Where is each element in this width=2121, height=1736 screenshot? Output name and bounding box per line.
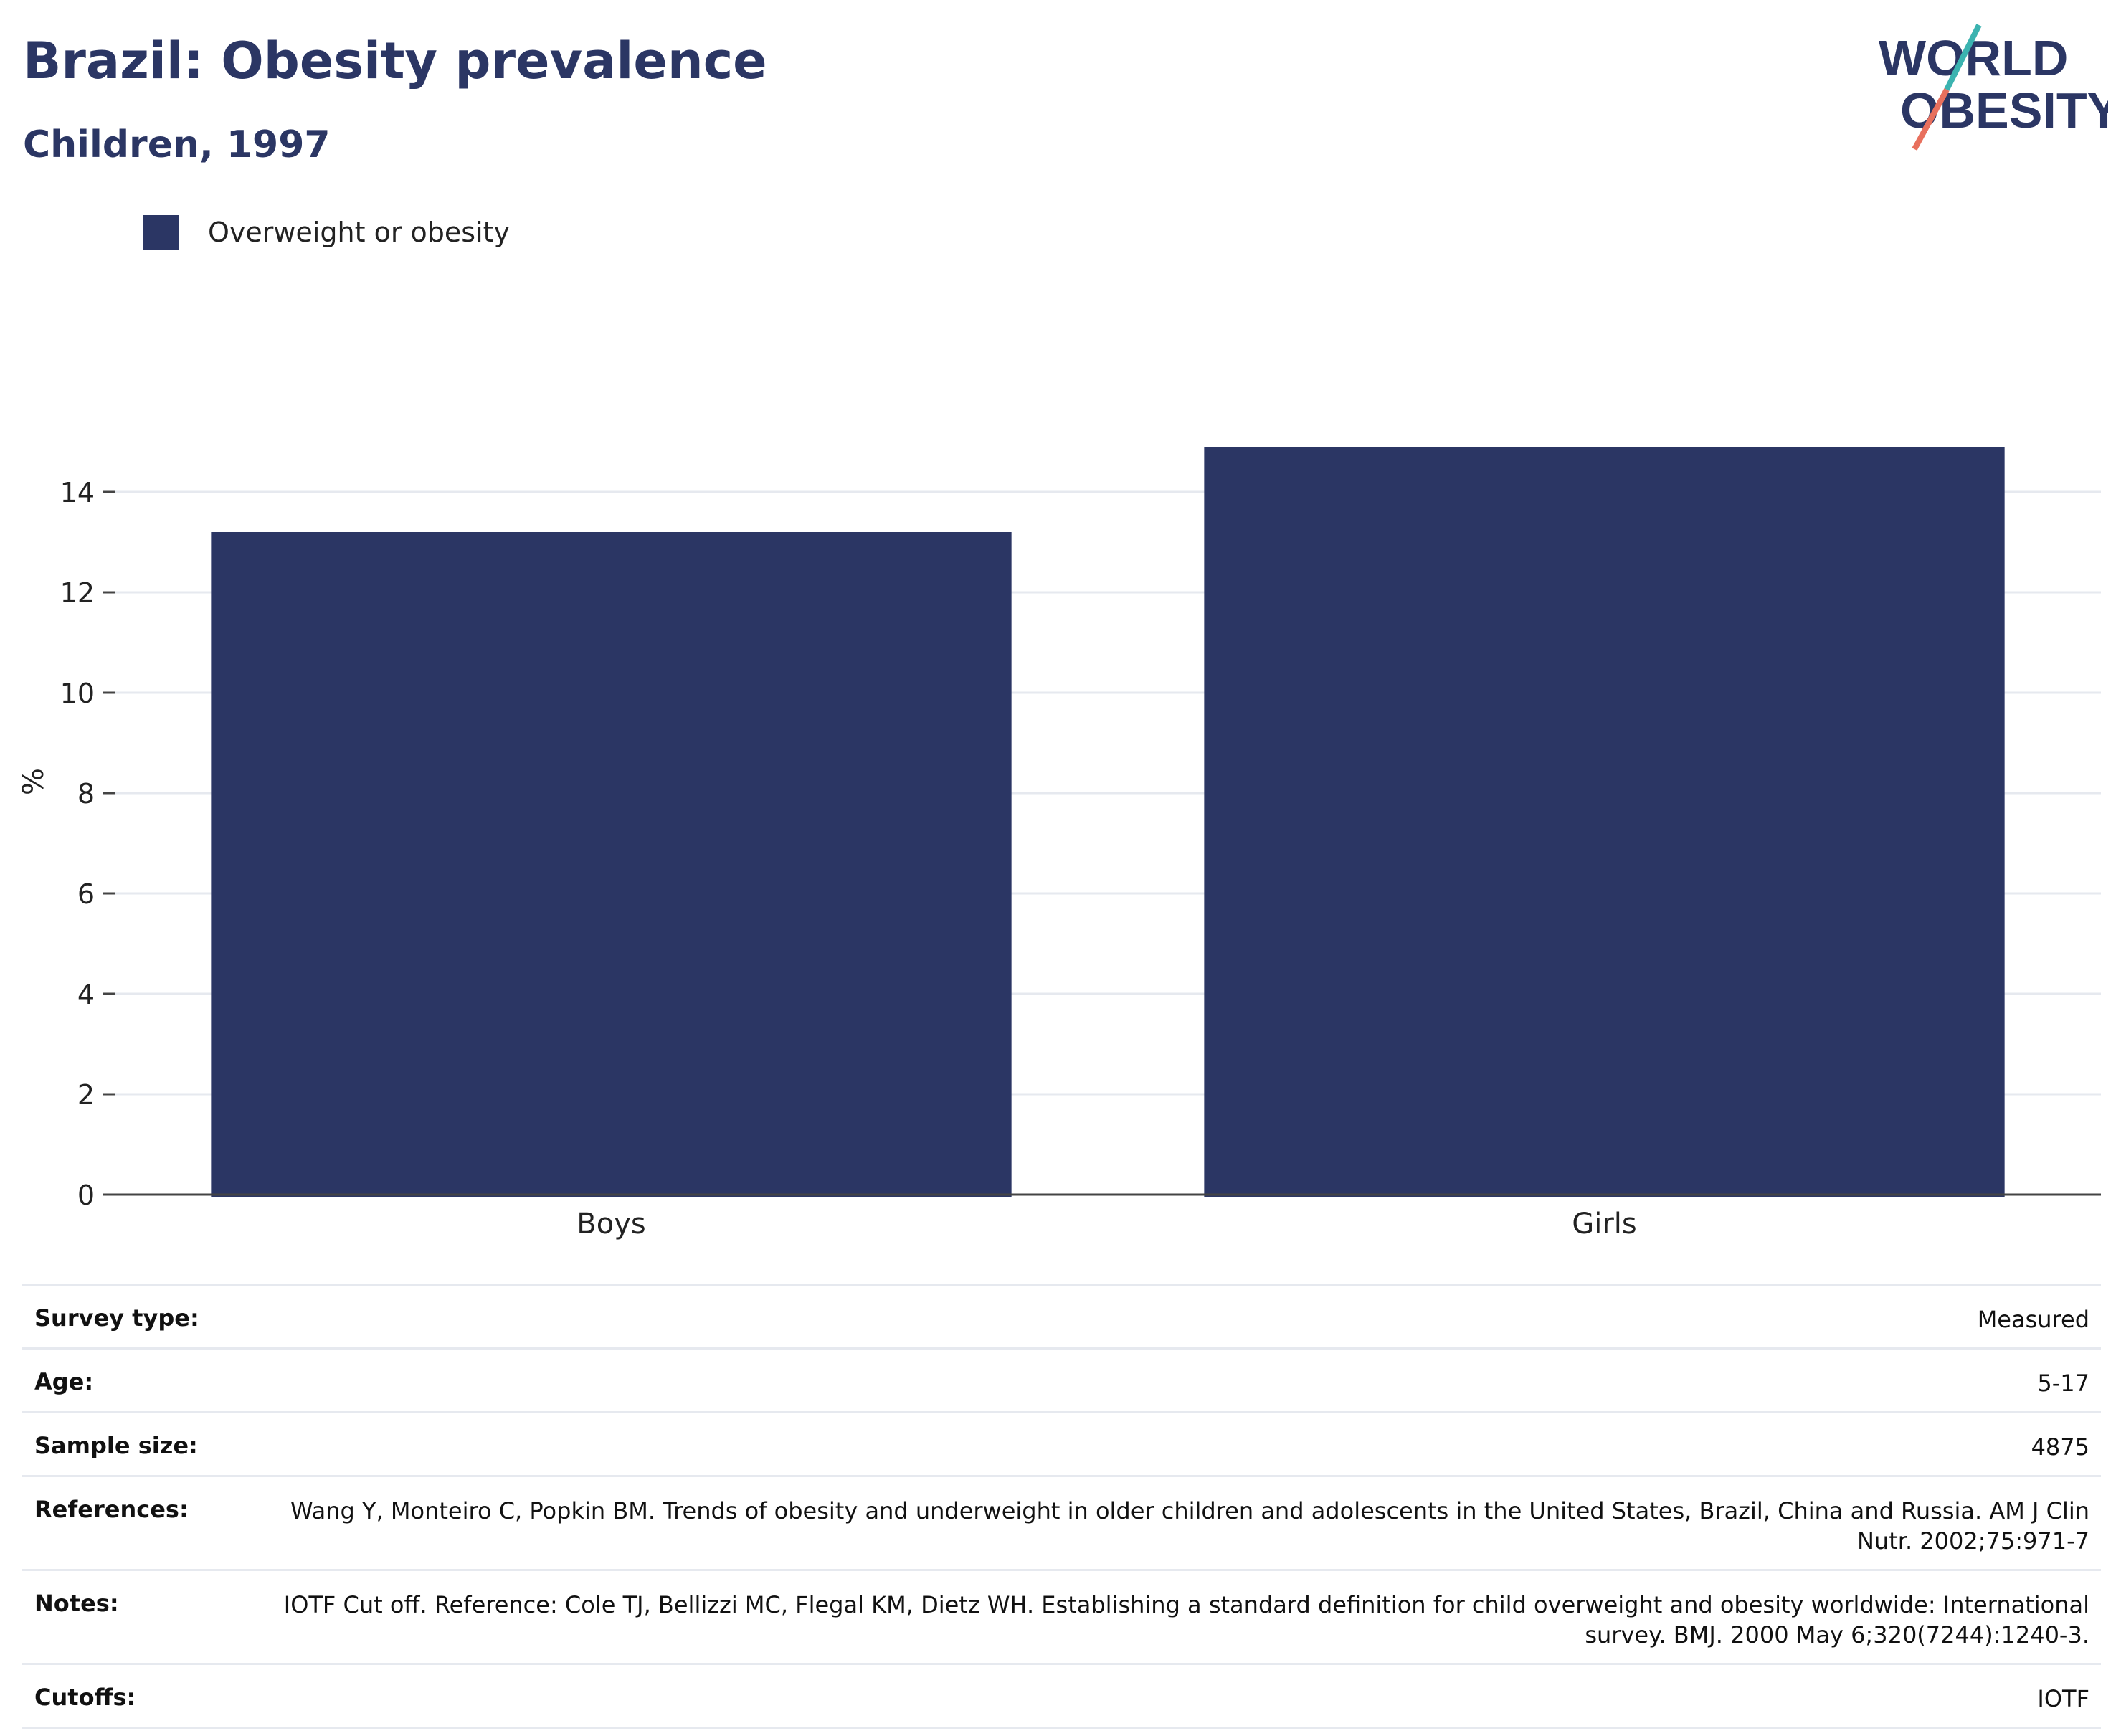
bar-girls <box>1204 447 2005 1197</box>
details-key: Notes: <box>34 1590 119 1617</box>
y-tick-labels: 0 2 4 6 8 10 12 14 <box>60 477 115 1211</box>
details-row: Cutoffs: IOTF <box>22 1664 2101 1728</box>
y-tick-label: 14 <box>60 477 95 508</box>
legend-swatch <box>143 215 179 250</box>
y-tick-label: 0 <box>77 1180 95 1211</box>
y-axis-title: % <box>17 768 50 795</box>
details-value: IOTF Cut off. Reference: Cole TJ, Belliz… <box>283 1591 2089 1649</box>
chart-subtitle: Children, 1997 <box>23 123 331 166</box>
legend-label: Overweight or obesity <box>208 217 511 248</box>
details-value: Measured <box>1977 1306 2089 1333</box>
y-tick-label: 4 <box>77 979 95 1010</box>
details-key: Cutoffs: <box>34 1684 136 1711</box>
y-tick-label: 8 <box>77 778 95 810</box>
y-tick-label: 2 <box>77 1079 95 1111</box>
chart-legend: Overweight or obesity <box>143 212 510 252</box>
details-key: References: <box>34 1496 189 1523</box>
chart-title: Brazil: Obesity prevalence <box>23 32 767 90</box>
world-obesity-logo: WORLD OBESITY <box>1879 24 2108 151</box>
details-key: Sample size: <box>34 1432 198 1459</box>
y-tick-label: 10 <box>60 678 95 709</box>
details-key: Survey type: <box>34 1304 199 1332</box>
y-tick-label: 12 <box>60 577 95 609</box>
details-row: References: Wang Y, Monteiro C, Popkin BM… <box>22 1476 2101 1570</box>
bar-boys <box>211 532 1012 1197</box>
details-row: Sample size: 4875 <box>22 1412 2101 1476</box>
details-value: Wang Y, Monteiro C, Popkin BM. Trends of… <box>290 1497 2089 1555</box>
details-row: Notes: IOTF Cut off. Reference: Cole TJ, … <box>22 1570 2101 1664</box>
logo-teal-slash <box>1944 24 1982 91</box>
x-tick-label: Boys <box>576 1208 645 1241</box>
x-tick-labels: Boys Girls <box>576 1208 1636 1241</box>
logo-coral-slash <box>1912 88 1950 151</box>
details-value: IOTF <box>2037 1685 2089 1712</box>
x-tick-label: Girls <box>1572 1208 1637 1241</box>
y-tick-label: 6 <box>77 878 95 910</box>
details-row: Survey type: Measured <box>22 1284 2101 1349</box>
survey-details-table: Survey type: Measured Age: 5-17 Sample size:… <box>22 1284 2101 1729</box>
details-row: Age: 5-17 <box>22 1348 2101 1413</box>
details-key: Age: <box>34 1368 94 1395</box>
details-value: 4875 <box>2031 1433 2089 1461</box>
details-value: 5-17 <box>2037 1370 2089 1397</box>
bars <box>211 447 2005 1197</box>
bar-chart: 0 2 4 6 8 10 12 14 Boys Girls % <box>17 447 2101 1241</box>
